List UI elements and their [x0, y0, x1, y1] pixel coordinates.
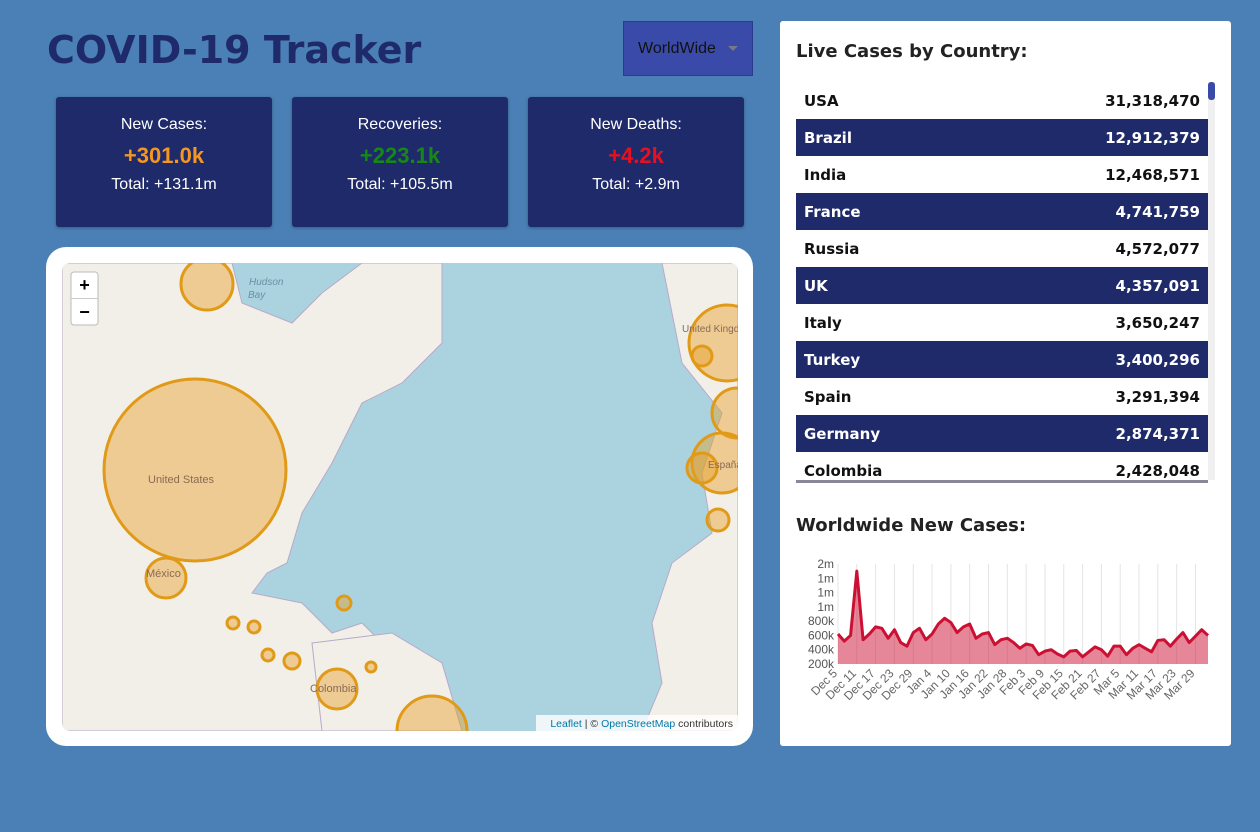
stat-total: Total: +131.1m — [111, 176, 217, 193]
table-row: Brazil 12,912,379 — [796, 119, 1208, 156]
country-cases: 12,912,379 — [1105, 128, 1200, 147]
country-name: Germany — [804, 424, 881, 443]
country-cases: 4,741,759 — [1115, 202, 1200, 221]
country-cases: 2,428,048 — [1115, 461, 1200, 480]
country-name: UK — [804, 276, 828, 295]
stat-today: +223.1k — [359, 143, 441, 168]
country-cases: 3,400,296 — [1115, 350, 1200, 369]
zoom-out[interactable]: − — [79, 302, 90, 322]
stat-today: +4.2k — [608, 143, 664, 168]
stat-label: New Deaths: — [590, 116, 682, 133]
stat-card[interactable]: New Cases: +301.0k Total: +131.1m — [56, 97, 272, 227]
country-cases: 12,468,571 — [1105, 165, 1200, 184]
side-panel: Live Cases by Country: USA 31,318,470 Braz… — [780, 21, 1231, 746]
stat-total: Total: +105.5m — [347, 176, 453, 193]
map[interactable]: Hudson Bay United States México Colombia… — [62, 263, 738, 731]
y-tick-label: 600k — [808, 628, 835, 642]
map-label: Hudson — [249, 277, 284, 288]
country-name: India — [804, 165, 847, 184]
map-label: United States — [148, 474, 215, 486]
country-cases: 2,874,371 — [1115, 424, 1200, 443]
map-label: Bay — [248, 290, 266, 301]
country-name: Russia — [804, 239, 860, 258]
attribution: Leaflet | © OpenStreetMap contributors — [550, 718, 733, 730]
country-name: Brazil — [804, 128, 852, 147]
y-tick-label: 2m — [817, 557, 834, 571]
map-label: México — [146, 568, 181, 580]
attribution-tail: contributors — [675, 718, 733, 730]
map-label: Colombia — [310, 683, 357, 695]
country-name: Turkey — [804, 350, 861, 369]
country-name: Spain — [804, 387, 852, 406]
map-label: España — [708, 460, 738, 471]
country-name: France — [804, 202, 861, 221]
table-row: Spain 3,291,394 — [796, 378, 1208, 415]
chart-title: Worldwide New Cases: — [796, 515, 1027, 536]
y-tick-label: 1m — [817, 586, 834, 600]
y-tick-label: 1m — [817, 571, 834, 585]
table-row: Italy 3,650,247 — [796, 304, 1208, 341]
case-circles — [102, 263, 738, 731]
stat-total: Total: +2.9m — [592, 176, 680, 193]
country-name: USA — [804, 91, 839, 110]
table-row: USA 31,318,470 — [796, 82, 1208, 119]
map-label: United Kingdom — [682, 324, 738, 335]
country-cases: 4,357,091 — [1115, 276, 1200, 295]
stat-today: +301.0k — [123, 143, 205, 168]
table-row: Russia 4,572,077 — [796, 230, 1208, 267]
table-row: France 4,741,759 — [796, 193, 1208, 230]
attribution-sep: | © — [582, 718, 601, 730]
table-row: Germany 2,874,371 — [796, 415, 1208, 452]
y-tick-label: 1m — [817, 600, 834, 614]
app-title: COVID-19 Tracker — [47, 28, 422, 72]
country-cases: 4,572,077 — [1115, 239, 1200, 258]
stat-label: New Cases: — [120, 116, 208, 133]
table-row: Turkey 3,400,296 — [796, 341, 1208, 378]
stat-label: Recoveries: — [357, 116, 443, 133]
country-name: Italy — [804, 313, 842, 332]
table-row: Colombia 2,428,048 — [796, 452, 1208, 480]
stat-card[interactable]: Recoveries: +223.1k Total: +105.5m — [292, 97, 508, 227]
table-title: Live Cases by Country: — [796, 41, 1028, 62]
y-tick-label: 400k — [808, 643, 835, 657]
map-container: Hudson Bay United States México Colombia… — [46, 247, 753, 746]
table-row: UK 4,357,091 — [796, 267, 1208, 304]
country-name: Colombia — [804, 461, 883, 480]
zoom-in[interactable]: + — [79, 275, 90, 295]
area — [838, 571, 1208, 664]
country-dropdown[interactable]: WorldWide — [623, 21, 753, 76]
y-tick-label: 200k — [808, 657, 835, 671]
country-cases: 31,318,470 — [1105, 91, 1200, 110]
leaflet-link[interactable]: Leaflet — [550, 718, 582, 730]
line — [836, 569, 1210, 659]
country-cases: 3,650,247 — [1115, 313, 1200, 332]
stat-card[interactable]: New Deaths: +4.2k Total: +2.9m — [528, 97, 744, 227]
osm-link[interactable]: OpenStreetMap — [601, 718, 675, 730]
country-table: USA 31,318,470 Brazil 12,912,379 India 12,468… — [796, 82, 1208, 483]
country-cases: 3,291,394 — [1115, 387, 1200, 406]
y-tick-label: 800k — [808, 614, 835, 628]
table-row: India 12,468,571 — [796, 156, 1208, 193]
land — [311, 632, 463, 731]
